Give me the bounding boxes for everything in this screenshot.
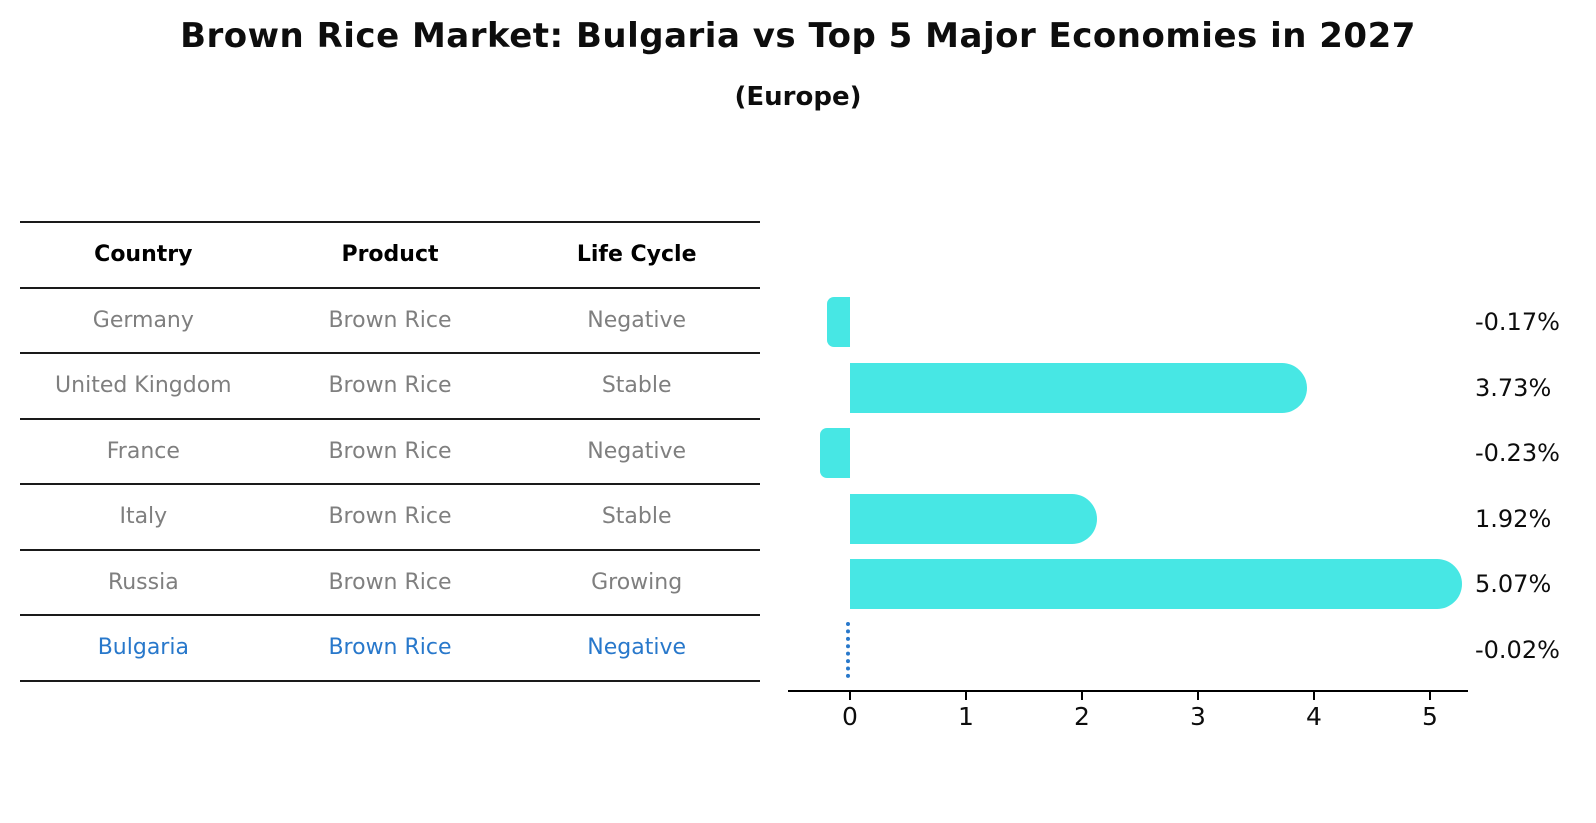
bar-germany (827, 297, 850, 347)
x-tick-label-4: 4 (1306, 702, 1322, 731)
table-cell-country: Bulgaria (97, 635, 189, 661)
table-header-row: Country Product Life Cycle (20, 223, 760, 289)
table-cell-country: United Kingdom (55, 373, 232, 399)
comparison-table: Country Product Life Cycle Germany Brown … (20, 221, 760, 682)
table-cell-country: Germany (92, 307, 194, 333)
table-cell-product: Brown Rice (328, 635, 452, 661)
x-tick-label-5: 5 (1422, 702, 1438, 731)
x-tick-mark-2 (1081, 692, 1083, 700)
value-label-russia: 5.07% (1475, 570, 1552, 598)
table-cell-product: Brown Rice (328, 438, 452, 464)
x-tick-mark-0 (849, 692, 851, 700)
bar-france (820, 428, 850, 478)
x-tick-mark-3 (1197, 692, 1199, 700)
x-tick-mark-1 (965, 692, 967, 700)
table-cell-country: Italy (119, 504, 168, 530)
x-tick-label-1: 1 (958, 702, 974, 731)
value-label-france: -0.23% (1475, 439, 1560, 467)
value-label-germany: -0.17% (1475, 308, 1560, 336)
x-tick-label-2: 2 (1074, 702, 1090, 731)
table-cell-lifecycle: Negative (587, 635, 687, 661)
table-cell-lifecycle: Negative (587, 307, 687, 333)
table-row-bulgaria: Bulgaria Brown Rice Negative (20, 616, 760, 682)
bar-italy (850, 493, 1097, 544)
marker-bulgaria (845, 621, 850, 678)
table-header-lifecycle: Life Cycle (576, 242, 697, 268)
bar-russia (850, 559, 1463, 609)
table-row-germany: Germany Brown Rice Negative (20, 289, 760, 354)
x-tick-label-0: 0 (842, 702, 858, 731)
bar-chart: -0.17% 3.73% -0.23% 1.92% 5.07% -0.02% 0 1 2 3 4 5 (788, 283, 1588, 743)
x-tick-mark-4 (1313, 692, 1315, 700)
table-row-france: France Brown Rice Negative (20, 420, 760, 485)
chart-subtitle: (Europe) (734, 82, 862, 112)
table-cell-lifecycle: Stable (601, 504, 672, 530)
value-label-united-kingdom: 3.73% (1475, 373, 1552, 402)
value-label-italy: 1.92% (1475, 504, 1552, 533)
table-cell-country: Russia (107, 569, 179, 595)
table-cell-lifecycle: Growing (591, 569, 683, 595)
table-cell-country: France (106, 438, 180, 464)
table-row-italy: Italy Brown Rice Stable (20, 485, 760, 551)
table-header-country: Country (94, 242, 193, 268)
x-axis-line (788, 690, 1468, 692)
table-cell-product: Brown Rice (328, 569, 452, 595)
table-cell-product: Brown Rice (328, 373, 452, 399)
table-cell-product: Brown Rice (328, 504, 452, 530)
x-tick-label-3: 3 (1190, 702, 1206, 731)
table-cell-lifecycle: Stable (601, 373, 672, 399)
table-row-united-kingdom: United Kingdom Brown Rice Stable (20, 354, 760, 420)
x-tick-mark-5 (1429, 692, 1431, 700)
table-cell-product: Brown Rice (328, 307, 452, 333)
table-row-russia: Russia Brown Rice Growing (20, 551, 760, 616)
table-header-product: Product (341, 242, 439, 268)
bar-united-kingdom (850, 362, 1307, 413)
value-label-bulgaria: -0.02% (1475, 635, 1560, 664)
chart-title: Brown Rice Market: Bulgaria vs Top 5 Maj… (180, 16, 1416, 56)
table-cell-lifecycle: Negative (587, 438, 687, 464)
